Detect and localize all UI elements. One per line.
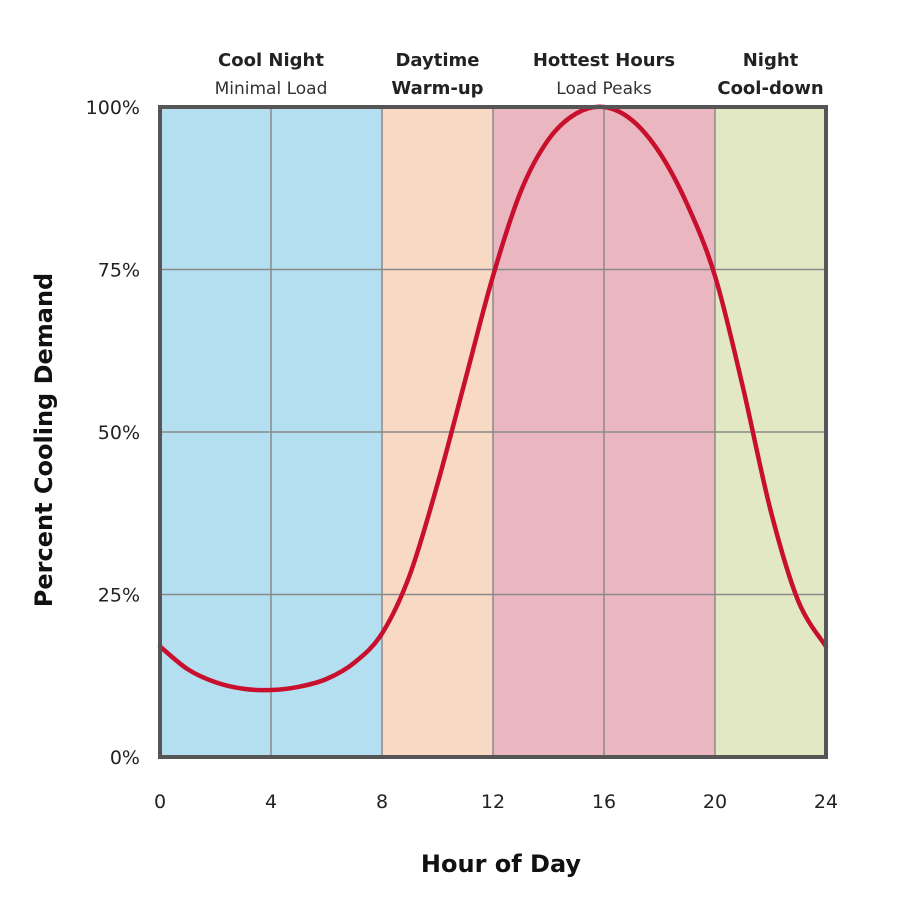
y-tick-labels: 0% 25% 50% 75% 100% [86, 97, 140, 769]
x-tick-label: 24 [814, 791, 838, 813]
y-axis-label: Percent Cooling Demand [30, 273, 58, 607]
band-title: Night [743, 50, 799, 71]
y-tick-label: 50% [98, 422, 140, 444]
x-tick-labels: 0 4 8 12 16 20 24 [154, 791, 838, 813]
x-tick-label: 20 [703, 791, 727, 813]
band-subtitle: Warm-up [391, 78, 483, 99]
y-tick-label: 100% [86, 97, 140, 119]
band-title: Hottest Hours [533, 50, 675, 71]
series-line-group [157, 104, 829, 693]
x-tick-label: 12 [481, 791, 505, 813]
band-labels: Cool Night Minimal Load Daytime Warm-up Hott… [215, 50, 824, 99]
series-line-0 [157, 104, 829, 693]
x-tick-label: 16 [592, 791, 616, 813]
band-subtitle: Minimal Load [215, 79, 328, 99]
y-tick-label: 0% [110, 747, 140, 769]
band-subtitle: Load Peaks [556, 79, 652, 99]
band-title: Daytime [395, 50, 479, 71]
y-tick-label: 75% [98, 260, 140, 282]
band-subtitle: Cool-down [717, 78, 823, 99]
y-tick-label: 25% [98, 585, 140, 607]
x-tick-label: 4 [265, 791, 277, 813]
plot-frame [158, 105, 828, 759]
x-axis-label: Hour of Day [421, 850, 582, 878]
x-tick-label: 0 [154, 791, 166, 813]
x-tick-label: 8 [376, 791, 388, 813]
band-title: Cool Night [218, 50, 324, 71]
